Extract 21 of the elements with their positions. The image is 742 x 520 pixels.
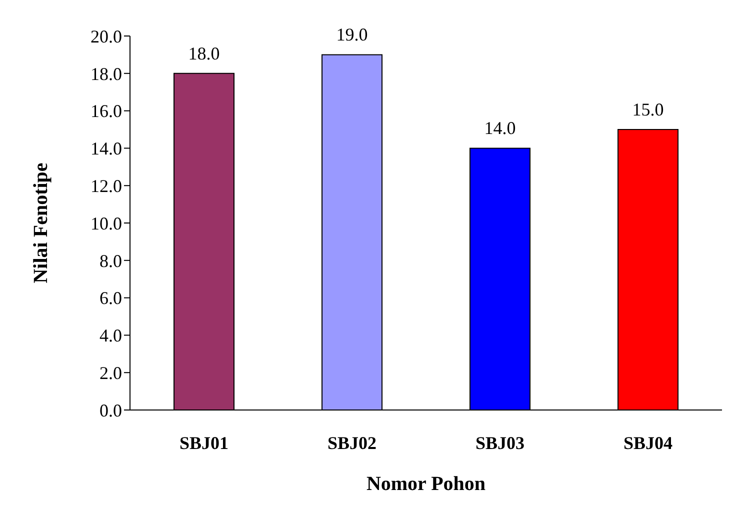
- y-tick-label: 6.0: [100, 288, 122, 308]
- x-tick-label: SBJ01: [179, 432, 229, 453]
- y-tick-label: 0.0: [100, 400, 122, 420]
- y-tick-label: 18.0: [90, 64, 122, 84]
- x-tick-label: SBJ03: [475, 432, 525, 453]
- y-tick-label: 2.0: [100, 362, 122, 383]
- data-label: 15.0: [632, 100, 664, 120]
- x-tick-label: SBJ02: [327, 432, 377, 453]
- y-tick-label: 20.0: [90, 26, 122, 46]
- y-tick-label: 14.0: [90, 138, 122, 159]
- data-label: 19.0: [336, 24, 368, 45]
- x-axis-title: Nomor Pohon: [366, 473, 486, 495]
- y-tick-label: 8.0: [100, 250, 122, 271]
- x-tick-label: SBJ04: [623, 432, 673, 453]
- y-tick-label: 10.0: [90, 213, 122, 234]
- data-label: 14.0: [484, 118, 516, 138]
- y-tick-label: 16.0: [90, 101, 122, 122]
- y-tick-label: 4.0: [100, 326, 122, 346]
- data-label: 18.0: [188, 43, 220, 64]
- y-tick-label: 12.0: [90, 176, 122, 196]
- y-axis-title: Nilai Fenotipe: [30, 162, 52, 284]
